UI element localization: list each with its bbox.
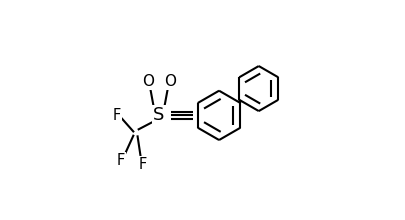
- Text: F: F: [117, 153, 125, 168]
- Text: F: F: [113, 108, 121, 123]
- Text: F: F: [138, 157, 146, 172]
- Text: O: O: [141, 73, 153, 88]
- Text: S: S: [153, 106, 164, 124]
- Text: O: O: [164, 73, 176, 88]
